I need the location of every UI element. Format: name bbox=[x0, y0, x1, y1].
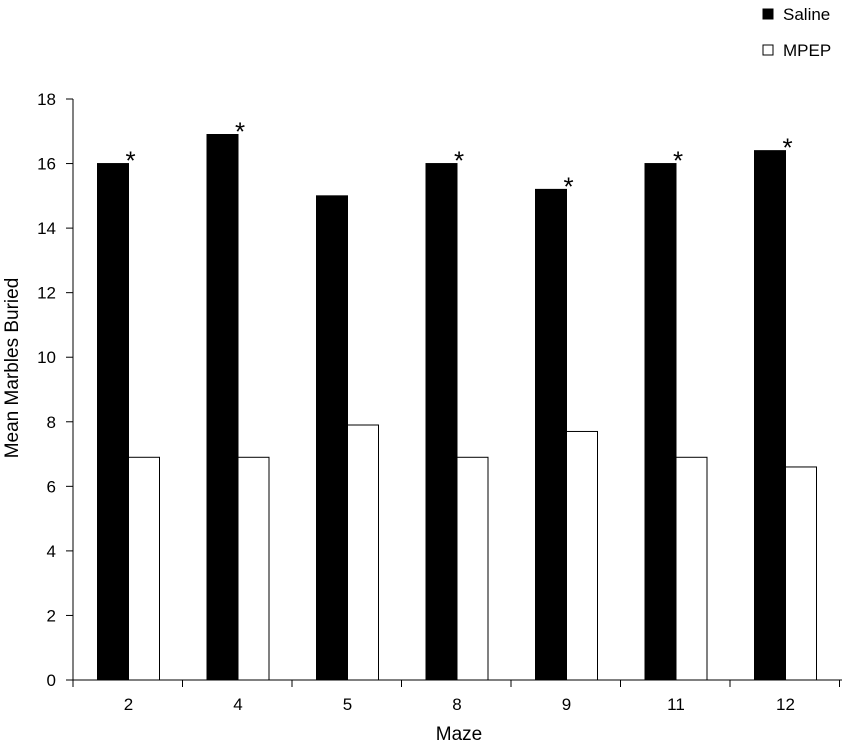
axes: 0 2 4 6 8 10 12 14 16 18 2 4 5 8 9 11 12 bbox=[37, 90, 842, 714]
y-tick-label: 12 bbox=[37, 284, 56, 303]
bar-saline-maze-8 bbox=[425, 163, 458, 681]
bar-mpep-maze-2 bbox=[128, 456, 160, 681]
significance-marker: * bbox=[563, 171, 573, 201]
bar-saline-maze-11 bbox=[644, 163, 677, 681]
y-tick-label: 8 bbox=[47, 413, 56, 432]
plot-area: * * * * * * bbox=[97, 117, 817, 681]
x-tick-label: 4 bbox=[233, 695, 242, 714]
bar-mpep-maze-11 bbox=[675, 456, 708, 681]
bar-saline-maze-9 bbox=[535, 188, 567, 681]
significance-marker: * bbox=[454, 146, 464, 176]
bar-mpep-maze-4 bbox=[237, 456, 270, 681]
y-tick-label: 14 bbox=[37, 219, 56, 238]
bar-saline-maze-4 bbox=[206, 134, 239, 681]
y-tick-label: 18 bbox=[37, 90, 56, 109]
x-tick-label: 2 bbox=[124, 695, 133, 714]
x-tick-label: 5 bbox=[343, 695, 352, 714]
significance-marker: * bbox=[782, 133, 792, 163]
legend-swatch-mpep bbox=[762, 44, 774, 56]
x-tick-label: 12 bbox=[776, 695, 795, 714]
bar-saline-maze-5 bbox=[316, 195, 348, 681]
y-axis-title: Mean Marbles Buried bbox=[2, 278, 23, 459]
bar-mpep-maze-12 bbox=[785, 466, 817, 681]
x-tick-label: 11 bbox=[667, 695, 685, 714]
bar-mpep-maze-5 bbox=[347, 424, 379, 681]
bar-saline-maze-2 bbox=[97, 163, 129, 681]
y-tick-label: 4 bbox=[47, 542, 56, 561]
x-axis-title: Maze bbox=[436, 724, 482, 745]
y-tick-label: 2 bbox=[47, 606, 56, 625]
bar-mpep-maze-8 bbox=[456, 456, 489, 681]
y-tick-label: 10 bbox=[37, 348, 56, 367]
significance-marker: * bbox=[235, 117, 245, 147]
y-tick-label: 0 bbox=[47, 671, 56, 690]
significance-marker: * bbox=[125, 146, 135, 176]
legend-swatch-saline bbox=[762, 8, 774, 20]
y-tick-label: 6 bbox=[47, 477, 56, 496]
y-tick-label: 16 bbox=[37, 155, 56, 174]
legend: Saline MPEP bbox=[762, 5, 831, 60]
x-tick-label: 9 bbox=[562, 695, 571, 714]
legend-label-saline: Saline bbox=[783, 5, 830, 24]
x-tick-label: 8 bbox=[452, 695, 461, 714]
significance-marker: * bbox=[673, 146, 683, 176]
bar-saline-maze-12 bbox=[754, 150, 786, 681]
legend-label-mpep: MPEP bbox=[783, 41, 831, 60]
bar-mpep-maze-9 bbox=[566, 430, 598, 681]
